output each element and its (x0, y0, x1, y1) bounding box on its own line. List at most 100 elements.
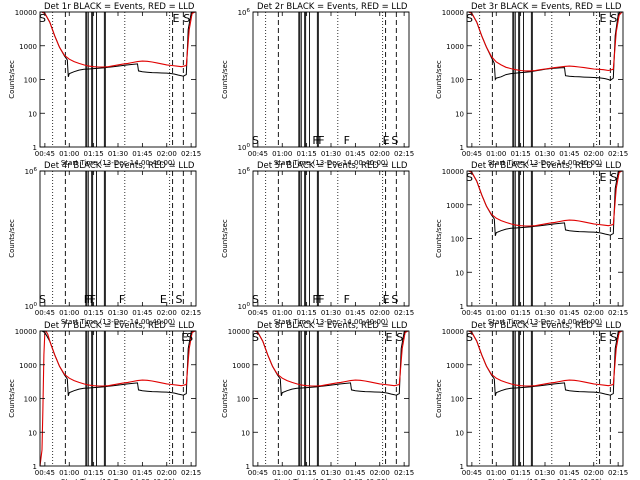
x-tick-label: 02:15 (394, 469, 414, 477)
x-tick-label: 01:30 (108, 469, 128, 477)
flag-label: F (344, 293, 350, 306)
flag-label: S (466, 331, 473, 344)
x-tick-label: 02:15 (181, 469, 201, 477)
y-axis-label: Counts/sec (8, 219, 16, 258)
x-tick-label: 01:45 (132, 469, 152, 477)
x-tick-label: 01:00 (59, 469, 79, 477)
events-series-line (40, 11, 195, 77)
x-tick-label: 02:00 (370, 150, 390, 158)
y-tick-label: 1000 (19, 362, 37, 370)
x-tick-label: 02:00 (584, 150, 604, 158)
panel-title: Det 9r BLACK = Events, RED = LLD (471, 321, 622, 331)
y-tick-label: 100 (24, 77, 37, 85)
x-tick-label: 01:45 (345, 469, 365, 477)
panel-title: Det 7r BLACK = Events, RED = LLD (44, 321, 195, 331)
x-tick-label: 01:30 (535, 309, 555, 317)
y-tick-label: 10 (28, 429, 37, 437)
flag-label: E (600, 12, 607, 25)
x-tick-label: 01:00 (486, 469, 506, 477)
x-tick-label: 00:45 (35, 150, 55, 158)
flag-label: S (396, 331, 403, 344)
y-tick-label: 1000 (232, 362, 250, 370)
x-tick-label: 01:00 (272, 309, 292, 317)
flag-label: E (181, 331, 188, 344)
flag-label: F (84, 293, 90, 306)
flag-label: S (466, 12, 473, 25)
y-tick-label: 100 (25, 302, 38, 311)
y-tick-label: 10 (241, 429, 250, 437)
y-axis-label: Counts/sec (435, 60, 443, 99)
flag-label: S (610, 12, 617, 25)
flag-label: F (312, 293, 318, 306)
x-tick-label: 01:15 (84, 469, 104, 477)
x-axis-label: Start Time (13-Dec-14 00:40:00) (61, 478, 175, 480)
x-tick-label: 02:00 (584, 469, 604, 477)
x-tick-label: 00:45 (248, 150, 268, 158)
y-tick-label: 100 (24, 396, 37, 404)
flag-label: F (315, 293, 321, 306)
x-tick-label: 02:15 (394, 309, 414, 317)
flag-label: S (252, 293, 259, 306)
x-tick-label: 02:00 (370, 309, 390, 317)
flag-label: S (466, 171, 473, 184)
y-axis-label: Counts/sec (221, 219, 229, 258)
x-axis-label: Start Time (13-Dec-14 00:40:00) (274, 318, 388, 326)
x-tick-label: 01:30 (108, 150, 128, 158)
x-tick-label: 01:15 (511, 469, 531, 477)
flag-label: S (186, 331, 193, 344)
x-tick-label: 01:30 (321, 309, 341, 317)
x-tick-label: 01:45 (559, 469, 579, 477)
lld-series-line (40, 11, 196, 68)
panel-title: Det 3r BLACK = Events, RED = LLD (471, 2, 622, 12)
x-tick-label: 01:00 (486, 309, 506, 317)
x-tick-label: 01:15 (84, 150, 104, 158)
y-tick-label: 10000 (442, 328, 464, 336)
panel-title: Det 5r BLACK = Events, RED = LLD (257, 161, 408, 171)
lld-series-line (253, 330, 409, 387)
x-tick-label: 01:15 (511, 150, 531, 158)
y-tick-label: 1000 (446, 43, 464, 51)
flag-label: E (383, 134, 390, 147)
flag-label: E (386, 331, 393, 344)
y-axis-label: Counts/sec (8, 60, 16, 99)
events-series-line (253, 330, 408, 396)
y-axis-label: Counts/sec (435, 219, 443, 258)
panel-title: Det 8r BLACK = Events, RED = LLD (257, 321, 408, 331)
x-axis-label: Start Time (13-Dec-14 00:40:00) (274, 478, 388, 480)
y-tick-label: 100 (238, 302, 251, 311)
x-tick-label: 00:45 (248, 469, 268, 477)
y-axis-label: Counts/sec (435, 379, 443, 418)
panel-title: Det 2r BLACK = Events, RED = LLD (257, 2, 408, 12)
panel-title: Det 1r BLACK = Events, RED = LLD (44, 2, 195, 12)
x-tick-label: 01:15 (297, 469, 317, 477)
flag-label: F (318, 293, 324, 306)
events-series-line (40, 330, 195, 396)
x-tick-label: 02:15 (181, 150, 201, 158)
events-series-line (467, 330, 622, 396)
x-tick-label: 01:45 (559, 150, 579, 158)
x-tick-label: 01:30 (535, 150, 555, 158)
lld-series-line (467, 330, 623, 387)
flag-label: F (318, 134, 324, 147)
y-tick-label: 1 (460, 144, 464, 152)
y-tick-label: 106 (238, 167, 251, 176)
flag-label: S (391, 293, 398, 306)
y-tick-label: 1000 (446, 362, 464, 370)
flag-label: S (610, 171, 617, 184)
y-tick-label: 1000 (446, 202, 464, 210)
flag-label: F (315, 134, 321, 147)
y-axis-label: Counts/sec (221, 60, 229, 99)
flag-label: E (173, 12, 180, 25)
y-tick-label: 10 (455, 429, 464, 437)
y-tick-label: 1000 (19, 43, 37, 51)
x-tick-label: 02:00 (584, 309, 604, 317)
y-tick-label: 100 (237, 396, 250, 404)
y-tick-label: 100 (238, 143, 251, 152)
y-tick-label: 106 (25, 167, 38, 176)
flag-label: F (312, 134, 318, 147)
